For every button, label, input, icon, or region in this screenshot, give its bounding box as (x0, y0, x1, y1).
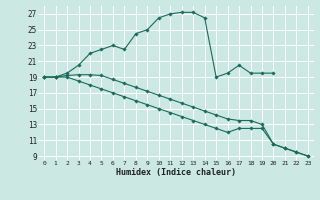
X-axis label: Humidex (Indice chaleur): Humidex (Indice chaleur) (116, 168, 236, 177)
